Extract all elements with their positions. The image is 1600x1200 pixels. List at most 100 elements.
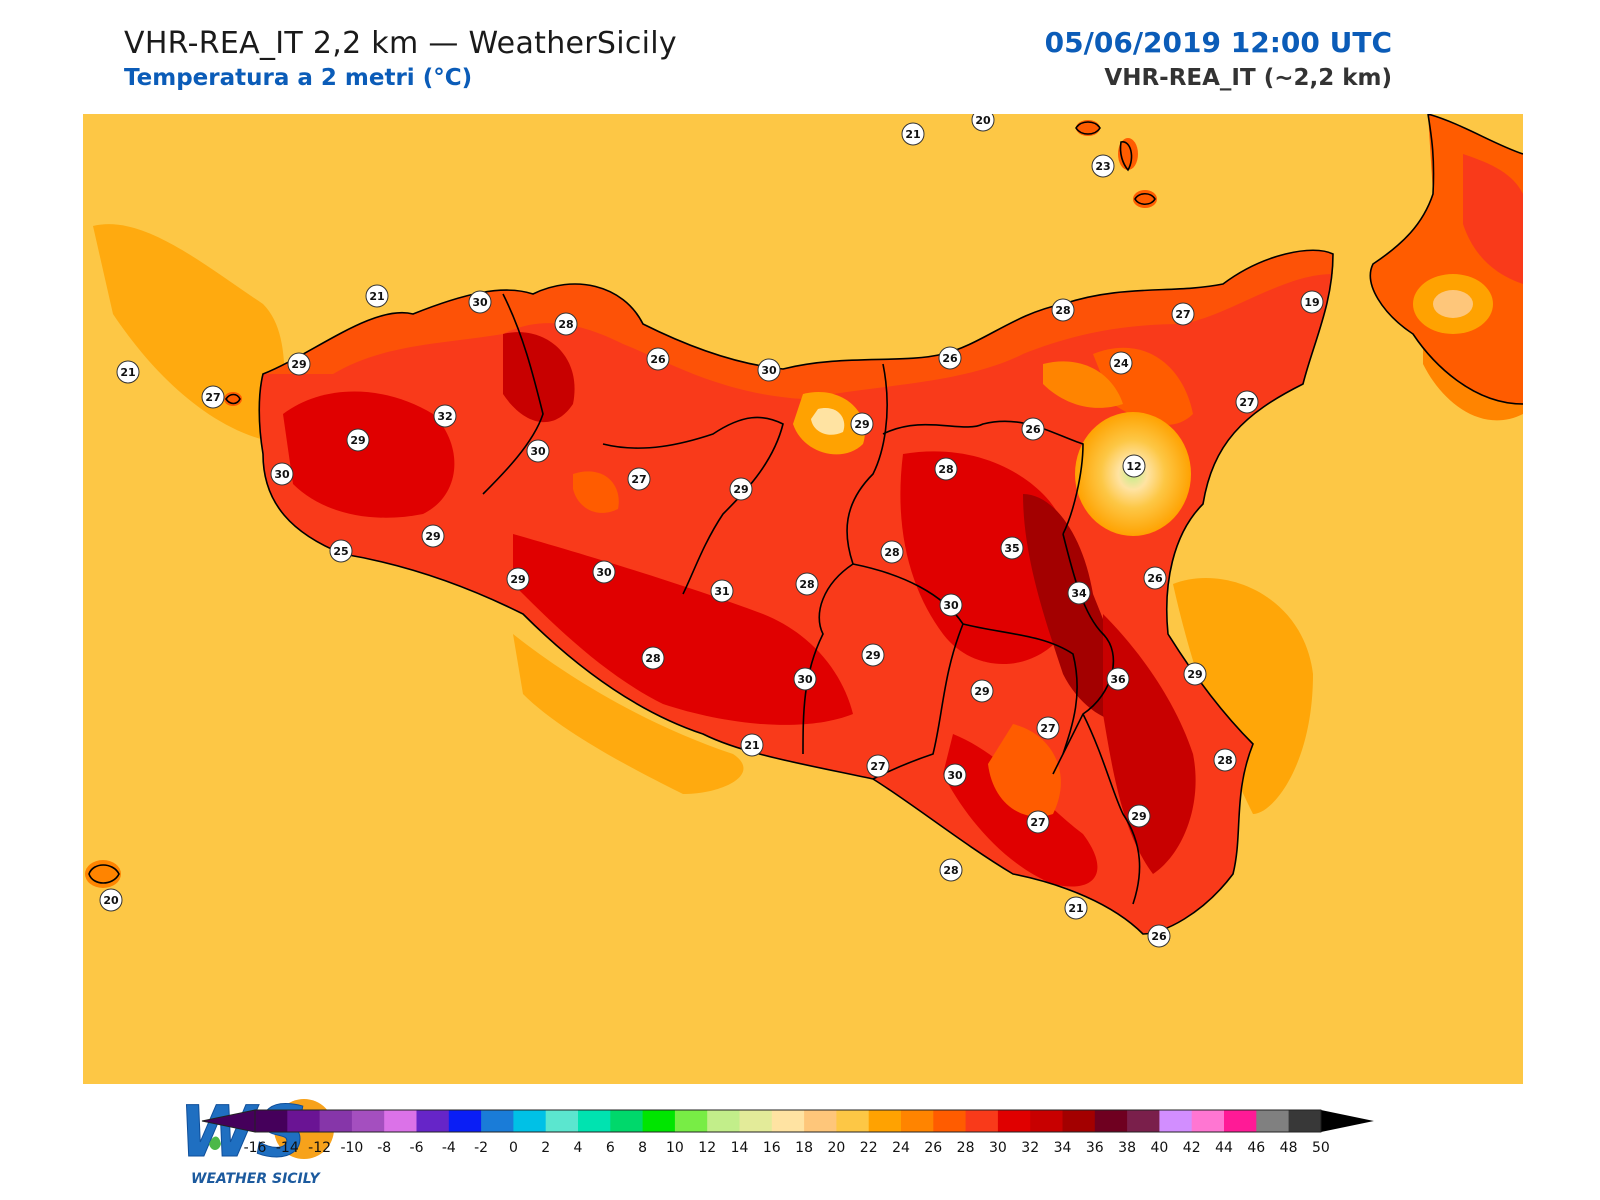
station-label: 24 — [1109, 351, 1133, 375]
station-value: 27 — [1175, 308, 1190, 321]
station-marker — [710, 579, 734, 603]
station-value: 29 — [425, 530, 440, 543]
station-value: 26 — [1025, 423, 1041, 436]
station-label: 29 — [506, 567, 530, 591]
station-value: 28 — [558, 318, 573, 331]
station-label: 26 — [1147, 924, 1171, 948]
station-marker — [526, 439, 550, 463]
station-marker — [592, 560, 616, 584]
station-label: 29 — [970, 679, 994, 703]
colorbar-cell — [933, 1110, 967, 1132]
station-marker — [934, 457, 958, 481]
station-value: 27 — [870, 760, 885, 773]
station-marker — [729, 477, 753, 501]
colorbar-extend-low — [201, 1109, 256, 1133]
station-marker — [861, 643, 885, 667]
colorbar-tick-label: -14 — [276, 1140, 299, 1156]
colorbar-cell — [997, 1110, 1031, 1132]
colorbar-cell — [1288, 1110, 1322, 1132]
station-value: 31 — [714, 585, 729, 598]
colorbar-tick-label: 0 — [509, 1140, 518, 1156]
station-marker — [1091, 154, 1115, 178]
station-label: 28 — [1051, 298, 1075, 322]
station-value: 27 — [1040, 722, 1055, 735]
station-marker — [1235, 390, 1259, 414]
station-value: 23 — [1095, 160, 1110, 173]
sicily-coastline — [258, 249, 1334, 935]
station-value: 27 — [1030, 816, 1045, 829]
colorbar-tick-label: 24 — [892, 1140, 910, 1156]
station-marker — [1213, 748, 1237, 772]
station-value: 28 — [884, 546, 899, 559]
station-value: 28 — [943, 864, 958, 877]
colorbar-cell — [1127, 1110, 1160, 1132]
station-label: 30 — [943, 763, 967, 787]
station-value: 19 — [1304, 296, 1319, 309]
colorbar-cell — [836, 1110, 870, 1132]
colorbar-extend-high — [1320, 1110, 1374, 1132]
station-value: 30 — [943, 599, 959, 612]
model-name: VHR-REA_IT (~2,2 km) — [1104, 65, 1392, 91]
colorbar-tick-label: 34 — [1054, 1140, 1072, 1156]
colorbar-outline — [254, 1109, 1322, 1133]
station-value: 28 — [645, 652, 660, 665]
colorbar-cell — [351, 1110, 385, 1132]
station-value: 24 — [1113, 357, 1129, 370]
station-marker — [116, 360, 140, 384]
colorbar-tick-label: 12 — [698, 1140, 716, 1156]
station-label: 20 — [99, 888, 123, 912]
station-label: 30 — [793, 667, 817, 691]
colorbar-tick-label: -6 — [410, 1140, 424, 1156]
colorbar-cell — [771, 1110, 805, 1132]
temperature-map: 21 20 23 21 30 28 29 21 27 32 29 30 26 30 28 27 19 26 24 27… — [83, 114, 1523, 1187]
station-label: 28 — [934, 457, 958, 481]
station-value: 20 — [975, 114, 991, 127]
station-marker — [1147, 924, 1171, 948]
station-marker — [1171, 302, 1195, 326]
station-value: 30 — [596, 566, 612, 579]
station-value: 30 — [472, 296, 488, 309]
station-label: 25 — [329, 539, 353, 563]
province-border — [1082, 713, 1141, 905]
station-value: 29 — [854, 418, 869, 431]
station-marker — [365, 284, 389, 308]
colorbar-tick-label: -12 — [308, 1140, 331, 1156]
colorbar-cell — [1191, 1110, 1225, 1132]
colorbar-cell — [578, 1110, 611, 1132]
colorbar-tick-label: 36 — [1086, 1140, 1104, 1156]
station-marker — [646, 347, 670, 371]
colorbar-cell — [319, 1110, 353, 1132]
map-title: VHR-REA_IT 2,2 km — WeatherSicily — [124, 26, 677, 61]
colorbar-cell — [513, 1110, 547, 1132]
station-value: 29 — [865, 649, 880, 662]
station-marker — [971, 114, 995, 132]
station-value: 26 — [1147, 572, 1163, 585]
station-marker — [421, 524, 445, 548]
station-label: 26 — [646, 347, 670, 371]
station-value: 25 — [333, 545, 348, 558]
colorbar-cell — [739, 1110, 773, 1132]
colorbar-tick-label: 18 — [795, 1140, 813, 1156]
station-marker — [1143, 566, 1167, 590]
station-value: 30 — [761, 364, 777, 377]
station-value: 30 — [947, 769, 963, 782]
colorbar-cell — [1256, 1110, 1290, 1132]
station-label: 26 — [938, 346, 962, 370]
station-value: 29 — [291, 358, 306, 371]
station-label: 34 — [1067, 581, 1091, 605]
valid-datetime: 05/06/2019 12:00 UTC — [1044, 26, 1392, 59]
colorbar-tick-label: -16 — [244, 1140, 267, 1156]
station-marker — [1064, 896, 1088, 920]
station-value: 21 — [369, 290, 384, 303]
station-marker — [346, 428, 370, 452]
station-label: 27 — [1036, 716, 1060, 740]
colorbar-cell — [707, 1110, 740, 1132]
station-marker — [641, 646, 665, 670]
colorbar: -16 -14 -12 -10 -8 -6 -4 -2 0 2 4 6 8 10 12 14 16 18 20 22 2… — [201, 1109, 1374, 1156]
station-marker — [1109, 351, 1133, 375]
colorbar-cell — [1062, 1110, 1096, 1132]
colorbar-cell — [545, 1110, 579, 1132]
station-marker — [1021, 417, 1045, 441]
colorbar-tick-label: -8 — [377, 1140, 391, 1156]
map-canvas: 21 20 23 21 30 28 29 21 27 32 29 30 26 30 28 27 19 26 24 27… — [83, 114, 1523, 1084]
